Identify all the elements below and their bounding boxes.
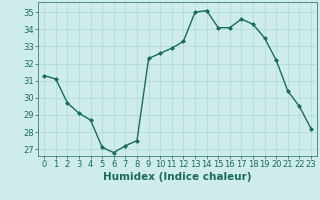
X-axis label: Humidex (Indice chaleur): Humidex (Indice chaleur) xyxy=(103,172,252,182)
